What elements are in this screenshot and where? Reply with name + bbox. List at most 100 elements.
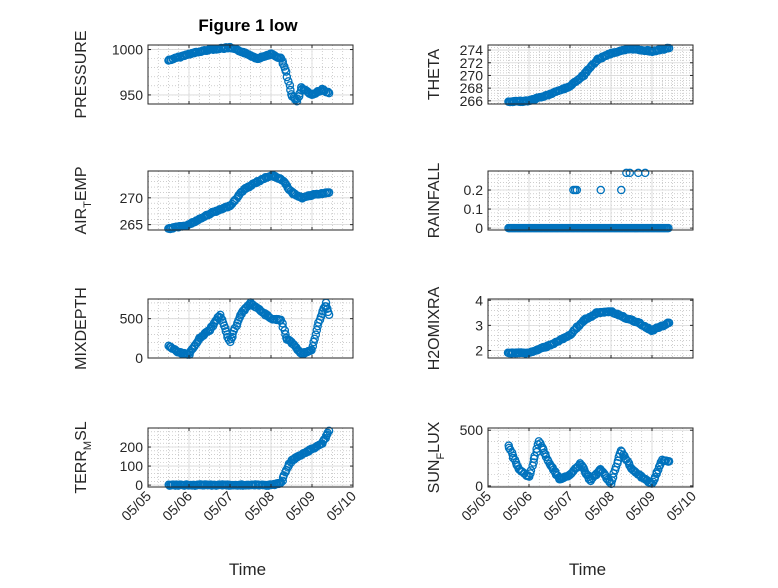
data-marker (664, 318, 674, 328)
y-tick-label: 0.1 (464, 201, 484, 217)
y-axis-label: SUNFLUX (426, 421, 447, 493)
series-markers (164, 298, 334, 359)
series-markers (504, 43, 674, 107)
y-tick-label: 0 (135, 477, 143, 493)
x-axis-label: Time (569, 560, 606, 579)
y-axis-label: AIRTEMP (73, 166, 94, 234)
y-tick-label: 2 (475, 342, 483, 358)
y-axis-label-part: SUN (426, 460, 443, 494)
subplot-5: 0 500 MIXDEPTH (73, 287, 354, 370)
data-marker (323, 428, 332, 438)
data-marker (570, 185, 580, 195)
y-axis-label-part: EMP (73, 166, 90, 201)
y-tick-label: 1000 (112, 42, 143, 58)
y-tick-label: 0.2 (464, 182, 484, 198)
data-marker (280, 326, 290, 335)
data-marker (608, 473, 618, 482)
y-tick-label: 3 (475, 317, 483, 333)
axes-box (487, 44, 694, 105)
data-marker (285, 81, 295, 90)
data-marker (228, 332, 237, 342)
axes-box (147, 44, 354, 105)
data-marker (213, 313, 222, 322)
data-marker (323, 304, 332, 313)
y-tick-label: 268 (460, 80, 484, 96)
y-tick-label: 266 (460, 93, 484, 109)
axes-box (147, 170, 354, 231)
y-tick-label: 500 (460, 422, 484, 438)
subplot-4: 0 0.1 0.2 RAINFALL (426, 163, 694, 239)
y-axis-label-part: LUX (426, 421, 443, 452)
y-axis-label-part: SL (73, 421, 90, 441)
axes-background (488, 171, 693, 230)
series-markers (504, 437, 674, 489)
data-marker (652, 467, 661, 477)
y-axis-label-subscript: T (82, 201, 94, 208)
y-axis-label: RAINFALL (426, 163, 443, 239)
axes-background (148, 171, 353, 230)
y-axis-label: PRESSURE (73, 30, 90, 118)
y-tick-label: 265 (120, 217, 144, 233)
y-tick-label: 272 (460, 55, 484, 71)
x-axis-label: Time (229, 560, 266, 579)
y-tick-label: 0 (135, 350, 143, 366)
series-markers (164, 42, 334, 106)
data-marker (529, 458, 538, 467)
y-axis-label-part: AIR (73, 208, 90, 235)
data-marker (281, 67, 291, 76)
series-markers (503, 307, 674, 358)
subplot-3: 265 270 AIRTEMP (73, 166, 354, 235)
data-marker (284, 77, 293, 86)
data-marker (664, 457, 674, 466)
data-marker (623, 456, 632, 466)
y-axis-label: THETA (426, 49, 443, 101)
y-axis-label-part: TERR (73, 450, 90, 494)
axes-box (147, 427, 354, 488)
subplot-1: 950 1000 PRESSURE (73, 30, 354, 119)
data-marker (546, 461, 555, 470)
axes-background (488, 45, 693, 104)
data-marker (526, 466, 536, 475)
data-marker (539, 448, 549, 458)
data-marker (539, 445, 548, 455)
data-marker (216, 313, 226, 322)
data-marker (526, 469, 535, 478)
y-tick-label: 0 (475, 220, 483, 236)
data-marker (664, 223, 673, 233)
data-marker (276, 478, 286, 487)
y-tick-label: 950 (120, 87, 144, 103)
data-marker (625, 168, 635, 178)
data-marker (324, 310, 334, 319)
y-tick-label: 270 (460, 67, 484, 83)
data-marker (324, 426, 334, 436)
data-marker (310, 334, 319, 344)
data-marker (323, 87, 333, 97)
axes-box (487, 427, 694, 488)
data-marker (617, 185, 626, 195)
subplot-6: 2 3 4 H2OMIXRA (426, 286, 694, 370)
data-marker (324, 88, 334, 98)
y-tick-label: 270 (120, 190, 144, 206)
y-tick-label: 200 (120, 439, 144, 455)
y-tick-label: 4 (475, 292, 483, 308)
y-tick-label: 0 (475, 478, 483, 494)
y-tick-label: 274 (460, 42, 484, 58)
y-axis-label: H2OMIXRA (426, 286, 443, 370)
y-axis-label-subscript: M (82, 441, 94, 450)
data-marker (596, 185, 606, 195)
y-axis-label: MIXDEPTH (73, 287, 90, 370)
data-marker (216, 310, 225, 320)
data-marker (640, 168, 650, 178)
axes-box (487, 170, 694, 231)
figure-title: Figure 1 low (198, 16, 298, 35)
data-marker (324, 188, 334, 197)
y-axis-label: TERRMSL (73, 421, 94, 493)
y-axis-label-subscript: F (435, 453, 447, 460)
data-marker (282, 72, 292, 82)
data-marker (312, 325, 322, 335)
y-tick-label: 100 (120, 458, 144, 474)
axes-box (487, 298, 694, 359)
